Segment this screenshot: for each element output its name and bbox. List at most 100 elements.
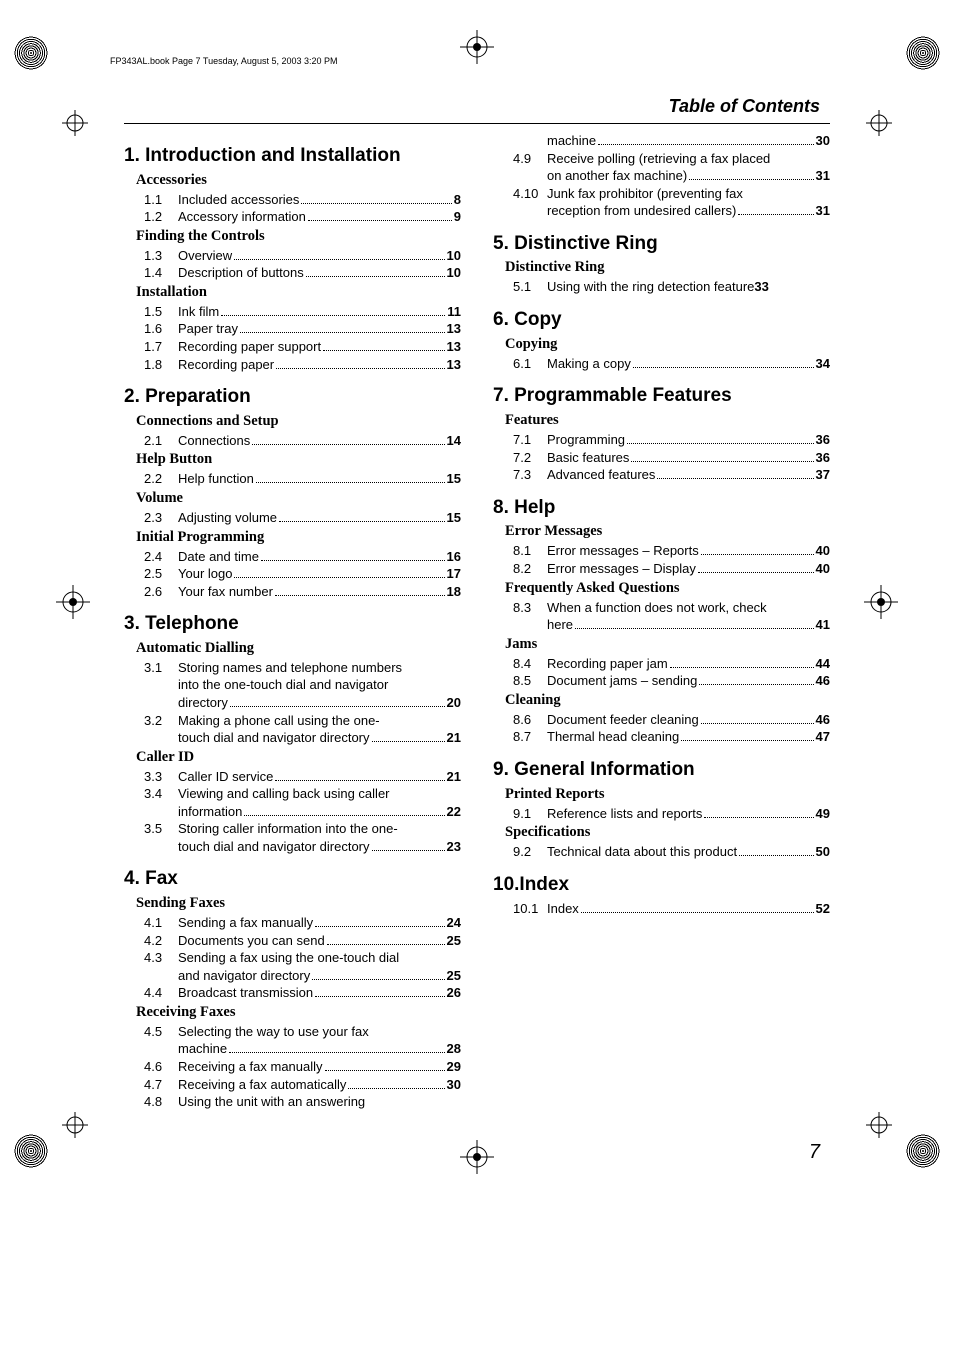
entry-number: 4.1 [144, 914, 178, 932]
entry-page: 23 [447, 838, 461, 856]
entry-number: 7.2 [513, 449, 547, 467]
leader-dots [240, 332, 445, 333]
leader-dots [275, 780, 444, 781]
entry-number: 3.4 [144, 785, 178, 820]
entry-page: 16 [447, 548, 461, 566]
chapter-title: 10.Index [493, 873, 830, 897]
entry-text: Accessory information [178, 208, 306, 226]
entry-text: Document jams – sending [547, 672, 697, 690]
entry-text: Using with the ring detection feature [547, 278, 754, 296]
entry-text: Advanced features [547, 466, 655, 484]
entry-text: Date and time [178, 548, 259, 566]
leader-dots [230, 706, 445, 707]
toc-entry: 8.4Recording paper jam44 [493, 655, 830, 673]
toc-entry: 1.2Accessory information9 [124, 208, 461, 226]
leader-dots [689, 179, 813, 180]
leader-dots [276, 368, 444, 369]
toc-entry-continuation: machine30 [493, 132, 830, 150]
entry-text: Reference lists and reports [547, 805, 702, 823]
entry-page: 34 [816, 355, 830, 373]
entry-text: Thermal head cleaning [547, 728, 679, 746]
toc-entry: 4.6Receiving a fax manually29 [124, 1058, 461, 1076]
section-heading: Help Button [124, 451, 461, 468]
entry-page: 25 [447, 967, 461, 985]
toc-entry: 7.1Programming36 [493, 431, 830, 449]
entry-number: 2.5 [144, 565, 178, 583]
entry-text: Selecting the way to use your fax [178, 1023, 369, 1041]
chapter-title: 8. Help [493, 496, 830, 520]
entry-page: 13 [447, 320, 461, 338]
leader-dots [633, 367, 814, 368]
toc-entry: 4.7Receiving a fax automatically30 [124, 1076, 461, 1094]
toc-entry: 4.9Receive polling (retrieving a fax pla… [493, 150, 830, 185]
entry-number: 3.3 [144, 768, 178, 786]
leader-dots [701, 723, 814, 724]
entry-text: Sending a fax manually [178, 914, 313, 932]
leader-dots [252, 444, 444, 445]
entry-text: Viewing and calling back using caller [178, 785, 390, 803]
toc-entry: 1.4Description of buttons10 [124, 264, 461, 282]
entry-number: 8.4 [513, 655, 547, 673]
toc-entry: 1.8Recording paper13 [124, 356, 461, 374]
leader-dots [581, 912, 814, 913]
chapter-title: 3. Telephone [124, 612, 461, 636]
entry-number: 1.8 [144, 356, 178, 374]
section-heading: Receiving Faxes [124, 1004, 461, 1021]
entry-text: Adjusting volume [178, 509, 277, 527]
entry-page: 33 [754, 278, 768, 296]
toc-entry: 7.2Basic features36 [493, 449, 830, 467]
toc-entry: 2.5Your logo17 [124, 565, 461, 583]
toc-entry: 3.5Storing caller information into the o… [124, 820, 461, 855]
entry-text: Help function [178, 470, 254, 488]
entry-page: 46 [816, 711, 830, 729]
entry-page: 30 [447, 1076, 461, 1094]
entry-number: 1.3 [144, 247, 178, 265]
section-heading: Connections and Setup [124, 413, 461, 430]
entry-number: 2.3 [144, 509, 178, 527]
entry-number: 2.2 [144, 470, 178, 488]
toc-entry: 8.3When a function does not work, checkh… [493, 599, 830, 634]
toc-entry: 5.1Using with the ring detection feature… [493, 278, 830, 296]
leader-dots [657, 478, 813, 479]
leader-dots [372, 850, 445, 851]
toc-entry: 1.5Ink film11 [124, 303, 461, 321]
entry-page: 40 [816, 542, 830, 560]
entry-page: 13 [447, 338, 461, 356]
entry-text: Your fax number [178, 583, 273, 601]
entry-text: information [178, 803, 242, 821]
entry-number: 4.5 [144, 1023, 178, 1058]
chapter-title: 7. Programmable Features [493, 384, 830, 408]
toc-entry: 8.6Document feeder cleaning46 [493, 711, 830, 729]
toc-left-column: 1. Introduction and InstallationAccessor… [124, 132, 461, 1111]
toc-entry: 4.3Sending a fax using the one-touch dia… [124, 949, 461, 984]
entry-page: 44 [816, 655, 830, 673]
entry-text: Document feeder cleaning [547, 711, 699, 729]
entry-text: on another fax machine) [547, 167, 687, 185]
entry-page: 31 [816, 202, 830, 220]
section-heading: Specifications [493, 824, 830, 841]
entry-page: 31 [816, 167, 830, 185]
leader-dots [301, 203, 451, 204]
entry-number: 8.5 [513, 672, 547, 690]
leader-dots [372, 741, 445, 742]
entry-text: Storing names and telephone numbers [178, 659, 402, 677]
entry-page: 22 [447, 803, 461, 821]
toc-entry: 3.3Caller ID service21 [124, 768, 461, 786]
entry-page: 9 [454, 208, 461, 226]
toc-entry: 7.3Advanced features37 [493, 466, 830, 484]
toc-entry: 3.1Storing names and telephone numbersin… [124, 659, 461, 712]
section-heading: Features [493, 412, 830, 429]
toc-entry: 2.3Adjusting volume15 [124, 509, 461, 527]
entry-number: 8.7 [513, 728, 547, 746]
entry-number: 9.2 [513, 843, 547, 861]
entry-number: 8.3 [513, 599, 547, 634]
leader-dots [627, 443, 814, 444]
entry-page: 36 [816, 449, 830, 467]
leader-dots [739, 855, 813, 856]
leader-dots [244, 815, 444, 816]
entry-page: 50 [816, 843, 830, 861]
entry-number: 8.2 [513, 560, 547, 578]
toc-entry: 2.2Help function15 [124, 470, 461, 488]
entry-page: 46 [816, 672, 830, 690]
toc-entry: 9.1Reference lists and reports49 [493, 805, 830, 823]
